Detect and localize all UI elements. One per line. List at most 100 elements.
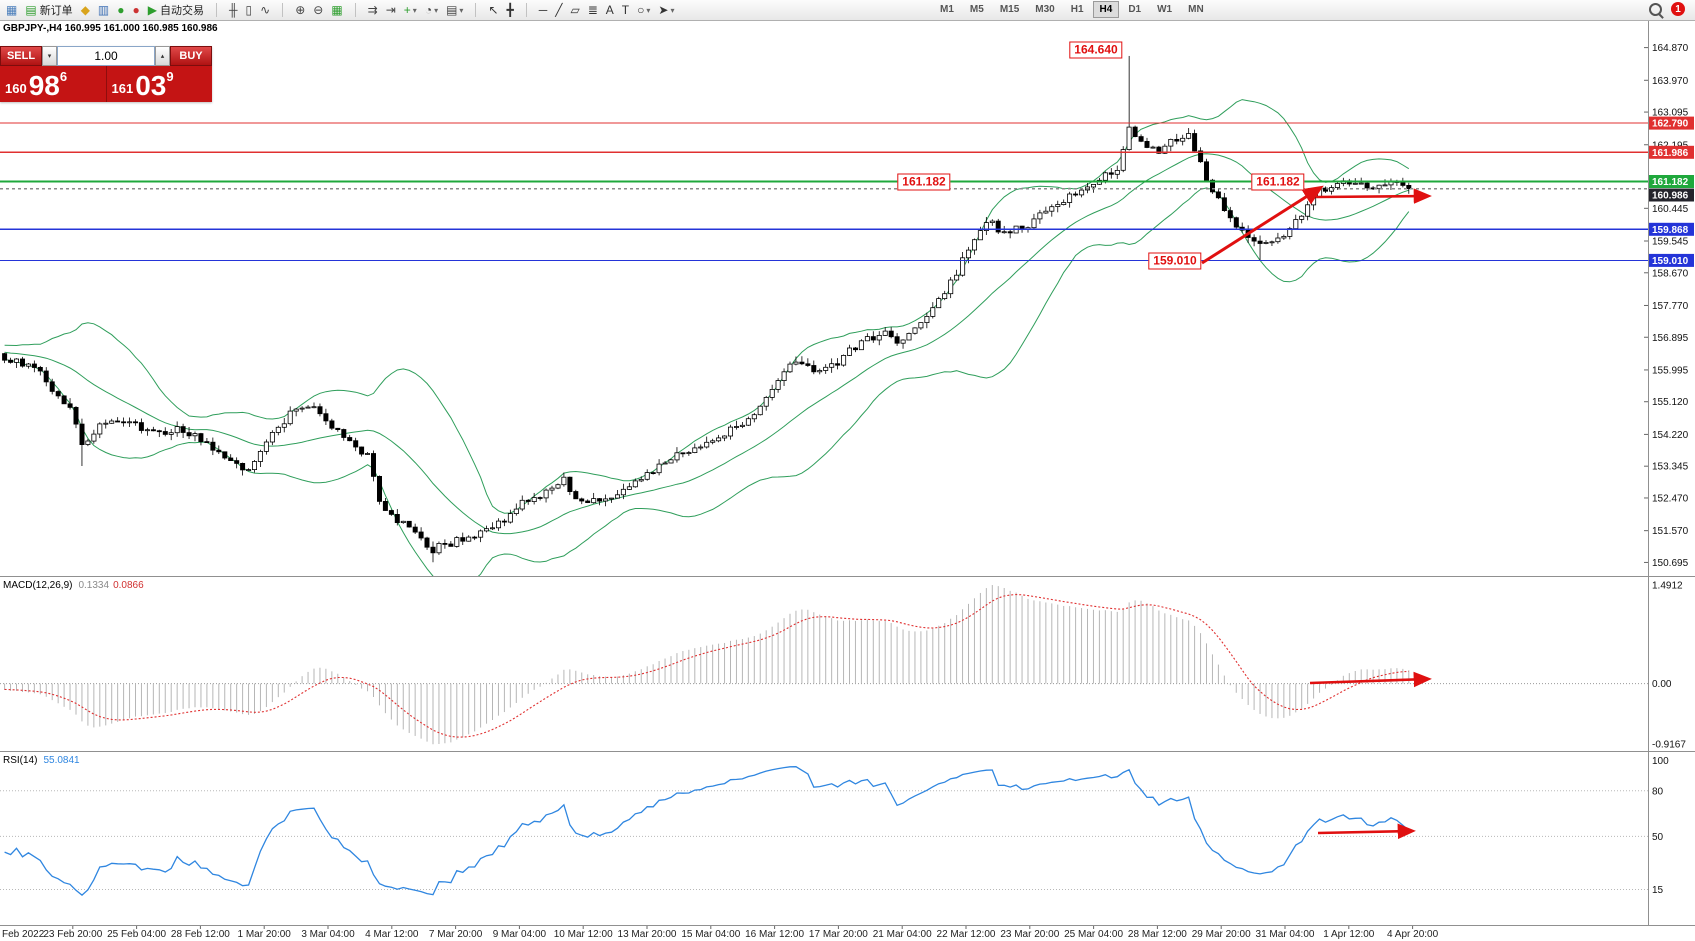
search-icon[interactable] bbox=[1649, 2, 1662, 16]
volume-decrease-button[interactable]: ▾ bbox=[42, 46, 57, 66]
dropdown-caret-icon: ▾ bbox=[459, 5, 464, 15]
line-chart-type-icon: ∿ bbox=[260, 3, 271, 17]
price-annotation[interactable]: 159.010 bbox=[1148, 252, 1202, 270]
terminal-icon[interactable]: ● bbox=[130, 1, 143, 19]
svg-text:4 Mar 12:00: 4 Mar 12:00 bbox=[365, 929, 419, 940]
metaeditor-icon[interactable]: ◆ bbox=[78, 1, 93, 19]
bars-chart-type-button[interactable]: ╫ bbox=[226, 1, 241, 19]
line-chart-type-button[interactable]: ∿ bbox=[257, 1, 273, 19]
buy-button[interactable]: BUY bbox=[170, 46, 212, 66]
autotrading-icon: ▶ bbox=[147, 3, 157, 17]
svg-text:28 Feb 12:00: 28 Feb 12:00 bbox=[171, 929, 230, 940]
trendline-button[interactable]: ╱ bbox=[552, 1, 565, 19]
text-label-button[interactable]: T bbox=[619, 1, 632, 19]
time-axis[interactable]: Feb 2022 23 Feb 20:00 25 Feb 04:00 28 Feb 1… bbox=[2, 926, 1439, 940]
svg-text:161.986: 161.986 bbox=[1652, 148, 1689, 159]
data-window-icon[interactable]: ● bbox=[114, 1, 127, 19]
text-button[interactable]: A bbox=[603, 1, 617, 19]
horizontal-line-button[interactable]: ─ bbox=[536, 1, 551, 19]
svg-text:152.470: 152.470 bbox=[1652, 493, 1689, 504]
periods-button[interactable]: ◔ ▾ bbox=[422, 1, 441, 19]
trend-arrow[interactable] bbox=[1309, 671, 1432, 688]
shapes-button[interactable]: ○ ▾ bbox=[634, 1, 653, 19]
new-order-button-label: 新订单 bbox=[39, 5, 73, 17]
svg-text:28 Mar 12:00: 28 Mar 12:00 bbox=[1128, 929, 1187, 940]
svg-text:Feb 2022: Feb 2022 bbox=[2, 929, 45, 940]
shapes-icon: ○ bbox=[637, 3, 645, 17]
timeframe-m30-button[interactable]: M30 bbox=[1035, 4, 1055, 15]
templates-button[interactable]: ▤ ▾ bbox=[443, 1, 466, 19]
svg-text:21 Mar 04:00: 21 Mar 04:00 bbox=[873, 929, 932, 940]
tile-windows-button[interactable]: ▦ bbox=[328, 1, 345, 19]
sell-quote-point: 6 bbox=[59, 69, 68, 84]
svg-text:161.182: 161.182 bbox=[1652, 177, 1689, 188]
zoom-in-icon: ⊕ bbox=[295, 3, 306, 17]
svg-text:157.770: 157.770 bbox=[1652, 301, 1689, 312]
svg-text:23 Mar 20:00: 23 Mar 20:00 bbox=[1000, 929, 1059, 940]
cursor-button[interactable]: ↖ bbox=[485, 1, 501, 19]
timeframe-w1-button[interactable]: W1 bbox=[1157, 4, 1173, 15]
candles-chart-type-button[interactable]: ▯ bbox=[243, 1, 256, 19]
timeframe-d1-button[interactable]: D1 bbox=[1128, 4, 1142, 15]
text-label-icon: T bbox=[621, 3, 630, 17]
price-axis-flag bbox=[1649, 145, 1694, 159]
notification-badge[interactable]: 1 bbox=[1671, 2, 1685, 16]
price-axis-flag bbox=[1649, 188, 1694, 202]
volume-increase-button[interactable]: ▴ bbox=[155, 46, 170, 66]
timeframe-h4-button[interactable]: H4 bbox=[1092, 1, 1120, 18]
macd-value-main: 0.1334 bbox=[78, 580, 110, 591]
price-axis-flag bbox=[1649, 175, 1694, 188]
periods-icon: ◔ bbox=[424, 3, 433, 17]
channel-button[interactable]: ▱ bbox=[567, 1, 582, 19]
autoscroll-icon: ⇉ bbox=[367, 3, 378, 17]
price-annotation[interactable]: 161.182 bbox=[1251, 173, 1305, 191]
timeframe-m15-button[interactable]: M15 bbox=[999, 4, 1020, 15]
price-axis[interactable]: 164.870 163.970 163.095 162.195 160.445 159.5… bbox=[1644, 43, 1694, 896]
cursor-icon: ↖ bbox=[488, 3, 499, 17]
autotrading-button[interactable]: ▶ 自动交易 bbox=[145, 1, 207, 19]
zoom-out-button[interactable]: ⊖ bbox=[310, 1, 326, 19]
trend-arrow[interactable] bbox=[1201, 185, 1324, 265]
buy-quote-pips: 03 bbox=[135, 70, 167, 101]
svg-text:-0.9167: -0.9167 bbox=[1652, 740, 1686, 751]
price-annotation[interactable]: 161.182 bbox=[897, 173, 951, 191]
svg-text:155.995: 155.995 bbox=[1652, 365, 1689, 376]
indicators-button[interactable]: + ▾ bbox=[401, 1, 420, 19]
svg-text:164.870: 164.870 bbox=[1652, 43, 1689, 54]
price-axis-flag bbox=[1649, 116, 1694, 130]
crosshair-button[interactable]: ╋ bbox=[504, 1, 517, 19]
zoom-in-button[interactable]: ⊕ bbox=[292, 1, 308, 19]
autoscroll-button[interactable]: ⇉ bbox=[365, 1, 381, 19]
trend-arrow[interactable] bbox=[1317, 823, 1416, 840]
chart-window-icon: ▦ bbox=[3, 1, 20, 19]
bollinger-bands bbox=[4, 99, 1410, 576]
sell-quote-prefix: 160 bbox=[5, 81, 27, 96]
timeframe-m5-button[interactable]: M5 bbox=[969, 4, 984, 15]
toolbar-separator bbox=[354, 3, 356, 17]
trend-arrow[interactable] bbox=[1315, 188, 1432, 204]
macd-value-signal: 0.0866 bbox=[113, 580, 144, 591]
new-order-button[interactable]: ▤ 新订单 bbox=[22, 1, 75, 19]
dropdown-caret-icon: ▾ bbox=[646, 5, 651, 15]
timeframe-mn-button[interactable]: MN bbox=[1188, 4, 1204, 15]
new-order-icon: ▤ bbox=[25, 3, 37, 17]
price-annotation[interactable]: 164.640 bbox=[1069, 41, 1123, 59]
toolbar-left-group: ▦ ▤ 新订单 ◆ ▥ ● ● ▶ 自动交易 ╫ ▯ ∿ ⊕ ⊖ ▦ ⇉ ⇥ + ▾ ◔ ▾ ▤ ▾ ↖ ╋ ─ ╱ ▱ ≣ A T ○ ▾ ➤ ▾ bbox=[2, 0, 678, 20]
volume-input[interactable] bbox=[57, 46, 155, 66]
svg-text:155.120: 155.120 bbox=[1652, 397, 1689, 408]
arrows-button[interactable]: ➤ ▾ bbox=[655, 1, 677, 19]
buy-quote: 161 03 9 bbox=[105, 66, 213, 102]
sell-button[interactable]: SELL bbox=[0, 46, 42, 66]
svg-text:159.010: 159.010 bbox=[1652, 256, 1689, 267]
timeframe-m1-button[interactable]: M1 bbox=[940, 4, 954, 15]
svg-text:160.445: 160.445 bbox=[1652, 204, 1689, 215]
svg-text:156.895: 156.895 bbox=[1652, 333, 1689, 344]
market-watch-icon[interactable]: ▥ bbox=[95, 1, 112, 19]
fibonacci-button[interactable]: ≣ bbox=[585, 1, 601, 19]
svg-text:162.790: 162.790 bbox=[1652, 119, 1689, 130]
ohlc-info-line: GBPJPY-,H4 160.995 161.000 160.985 160.9… bbox=[3, 23, 218, 34]
timeframe-h1-button[interactable]: H1 bbox=[1070, 4, 1084, 15]
chart-shift-button[interactable]: ⇥ bbox=[383, 1, 399, 19]
